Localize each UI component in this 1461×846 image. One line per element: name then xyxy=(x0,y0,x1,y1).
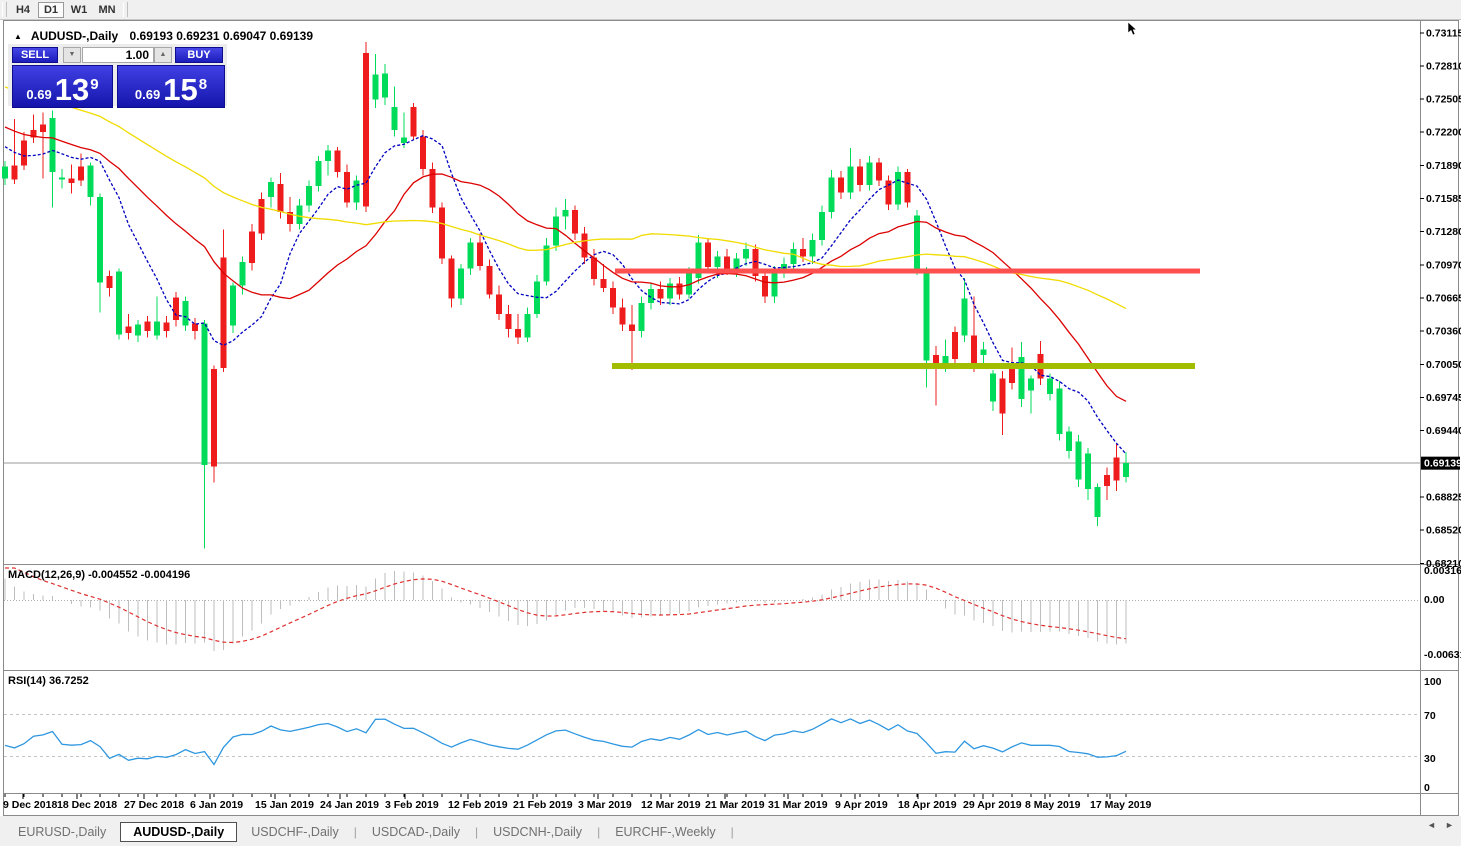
svg-text:0.70050: 0.70050 xyxy=(1426,359,1461,371)
svg-text:0.71890: 0.71890 xyxy=(1426,160,1461,172)
chart-tab-audusd[interactable]: AUDUSD-,Daily xyxy=(120,821,238,842)
svg-text:29 Apr 2019: 29 Apr 2019 xyxy=(963,799,1022,811)
spin-down-icon: ▼ xyxy=(68,51,76,58)
svg-text:0.68520: 0.68520 xyxy=(1426,525,1461,537)
svg-text:9 Apr 2019: 9 Apr 2019 xyxy=(835,799,888,811)
svg-text:0.71585: 0.71585 xyxy=(1426,193,1461,205)
svg-text:0.72810: 0.72810 xyxy=(1426,60,1461,72)
sell-button[interactable]: SELL xyxy=(12,47,58,63)
svg-text:18 Apr 2019: 18 Apr 2019 xyxy=(898,799,957,811)
svg-text:27 Dec 2018: 27 Dec 2018 xyxy=(124,799,184,811)
svg-text:31 Mar 2019: 31 Mar 2019 xyxy=(768,799,828,811)
svg-text:0.72200: 0.72200 xyxy=(1426,126,1461,138)
lot-increase-button[interactable]: ▲ xyxy=(154,47,172,63)
chart-tab-usdcad[interactable]: USDCAD-,Daily xyxy=(371,824,461,839)
sell-price-pips: 13 xyxy=(54,72,90,107)
chart-title: ▲ AUDUSD-,Daily 0.69193 0.69231 0.69047 … xyxy=(14,29,313,43)
svg-text:0.69440: 0.69440 xyxy=(1426,425,1461,437)
timeframe-button-w1[interactable]: W1 xyxy=(66,2,92,18)
svg-text:21 Feb 2019: 21 Feb 2019 xyxy=(513,799,573,811)
toolbar-separator xyxy=(123,2,128,17)
buy-button[interactable]: BUY xyxy=(175,47,223,63)
svg-text:0.003164: 0.003164 xyxy=(1424,565,1461,577)
sell-price-base: 0.69 xyxy=(26,87,52,102)
svg-text:3 Mar 2019: 3 Mar 2019 xyxy=(578,799,632,811)
svg-text:17 May 2019: 17 May 2019 xyxy=(1090,799,1151,811)
svg-text:70: 70 xyxy=(1424,710,1436,722)
chart-tab-eurchf[interactable]: EURCHF-,Weekly xyxy=(615,824,716,839)
svg-text:9 Dec 2018: 9 Dec 2018 xyxy=(3,799,57,811)
macd-indicator-label: MACD(12,26,9) -0.004552 -0.004196 xyxy=(8,569,191,581)
trade-panel-collapse-icon[interactable]: ▲ xyxy=(14,32,22,41)
sell-price-display[interactable]: 0.69 13 9 xyxy=(12,65,113,108)
svg-text:0.00: 0.00 xyxy=(1424,594,1445,606)
svg-text:15 Jan 2019: 15 Jan 2019 xyxy=(255,799,314,811)
chart-tab-usdcnh[interactable]: USDCNH-,Daily xyxy=(493,824,583,839)
svg-text:24 Jan 2019: 24 Jan 2019 xyxy=(320,799,379,811)
tab-scroll-left-icon[interactable]: ◄ xyxy=(1427,820,1436,830)
svg-text:0.70360: 0.70360 xyxy=(1426,326,1461,338)
chart-tabs: EURUSD-,Daily AUDUSD-,Daily USDCHF-,Daily |… xyxy=(4,821,735,842)
svg-text:0.70665: 0.70665 xyxy=(1426,293,1461,305)
svg-text:0: 0 xyxy=(1424,782,1430,794)
buy-price-point: 8 xyxy=(198,76,208,93)
timeframe-button-h4[interactable]: H4 xyxy=(10,2,36,18)
buy-price-pips: 15 xyxy=(163,72,198,107)
ohlc-values: 0.69193 0.69231 0.69047 0.69139 xyxy=(129,29,314,43)
svg-text:0.69139: 0.69139 xyxy=(1424,458,1461,470)
svg-text:0.73115: 0.73115 xyxy=(1426,28,1461,40)
svg-text:8 May 2019: 8 May 2019 xyxy=(1025,799,1081,811)
one-click-trading-panel: SELL ▼ ▲ BUY 0.69 13 9 0.69 15 8 xyxy=(8,44,227,108)
chart-tab-eurusd[interactable]: EURUSD-,Daily xyxy=(18,824,107,839)
timeframe-button-mn[interactable]: MN xyxy=(94,2,120,18)
mouse-cursor xyxy=(1127,21,1138,36)
svg-text:21 Mar 2019: 21 Mar 2019 xyxy=(705,799,765,811)
tab-scroll-right-icon[interactable]: ► xyxy=(1445,820,1454,830)
svg-text:0.68825: 0.68825 xyxy=(1426,492,1461,504)
svg-text:-0.006317: -0.006317 xyxy=(1424,649,1461,661)
svg-text:18 Dec 2018: 18 Dec 2018 xyxy=(57,799,117,811)
svg-text:30: 30 xyxy=(1424,753,1436,765)
symbol-name: AUDUSD-,Daily xyxy=(30,29,119,43)
tab-separator: | xyxy=(597,824,601,839)
lot-decrease-button[interactable]: ▼ xyxy=(63,47,81,63)
sell-price-point: 9 xyxy=(90,76,99,93)
svg-text:0.69745: 0.69745 xyxy=(1426,392,1461,404)
buy-price-base: 0.69 xyxy=(134,87,161,102)
timeframe-button-d1[interactable]: D1 xyxy=(38,1,64,18)
svg-text:0.71280: 0.71280 xyxy=(1426,226,1461,238)
buy-price-display[interactable]: 0.69 15 8 xyxy=(117,65,225,108)
svg-text:0.68210: 0.68210 xyxy=(1426,558,1461,570)
svg-text:12 Feb 2019: 12 Feb 2019 xyxy=(448,799,508,811)
chart-tab-bar: EURUSD-,Daily AUDUSD-,Daily USDCHF-,Daily |… xyxy=(0,816,1461,846)
svg-text:6 Jan 2019: 6 Jan 2019 xyxy=(190,799,243,811)
tab-separator: | xyxy=(475,824,479,839)
period-toolbar: H4 D1 W1 MN xyxy=(0,0,1461,20)
svg-text:100: 100 xyxy=(1424,676,1442,688)
svg-text:0.72505: 0.72505 xyxy=(1426,93,1461,105)
lot-size-input[interactable] xyxy=(82,47,154,63)
tab-separator: | xyxy=(353,824,357,839)
chart-tab-usdchf[interactable]: USDCHF-,Daily xyxy=(251,824,339,839)
svg-text:3 Feb 2019: 3 Feb 2019 xyxy=(385,799,439,811)
toolbar-separator xyxy=(2,2,7,17)
svg-text:12 Mar 2019: 12 Mar 2019 xyxy=(641,799,701,811)
svg-text:0.70970: 0.70970 xyxy=(1426,260,1461,272)
spin-up-icon: ▲ xyxy=(159,51,167,58)
rsi-indicator-label: RSI(14) 36.7252 xyxy=(8,675,89,687)
tab-separator: | xyxy=(730,824,734,839)
